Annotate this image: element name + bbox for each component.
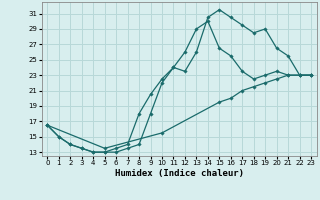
X-axis label: Humidex (Indice chaleur): Humidex (Indice chaleur) <box>115 169 244 178</box>
